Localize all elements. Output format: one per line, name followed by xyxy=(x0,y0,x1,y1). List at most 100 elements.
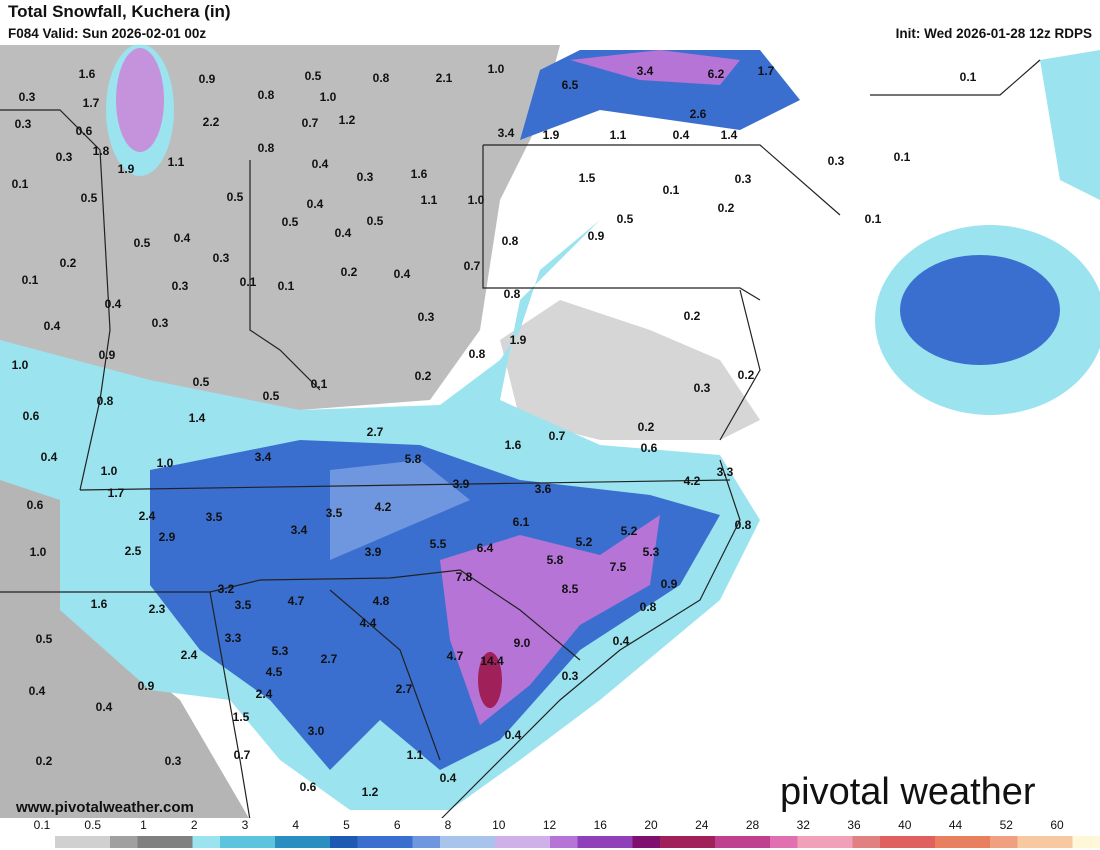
snowfall-label: 0.4 xyxy=(307,197,324,211)
snowfall-label: 1.8 xyxy=(93,144,110,158)
snowfall-label: 2.1 xyxy=(436,71,453,85)
snowfall-label: 6.5 xyxy=(562,78,579,92)
snowfall-label: 2.4 xyxy=(139,509,156,523)
colorbar-tick-label: 0.5 xyxy=(84,818,101,832)
snowfall-label: 3.9 xyxy=(365,545,382,559)
snowfall-label: 7.8 xyxy=(456,570,473,584)
snowfall-label: 1.1 xyxy=(168,155,185,169)
colorbar-tick-label: 32 xyxy=(797,818,811,832)
state-border xyxy=(79,479,731,491)
snowfall-label: 1.7 xyxy=(83,96,100,110)
snowfall-label: 3.5 xyxy=(326,506,343,520)
snowfall-label: 0.5 xyxy=(134,236,151,250)
snowfall-label: 0.6 xyxy=(300,780,317,794)
colorbar-tick-label: 4 xyxy=(292,818,299,832)
snowfall-label: 0.3 xyxy=(694,381,711,395)
snowfall-label: 4.8 xyxy=(373,594,390,608)
blue-area xyxy=(150,440,720,770)
snowfall-label: 0.4 xyxy=(44,319,61,333)
colorbar-swatch xyxy=(550,836,578,848)
colorbar-tick-label: 8 xyxy=(445,818,452,832)
colorbar-tick-label: 2 xyxy=(191,818,198,832)
snowfall-label: 0.3 xyxy=(828,154,845,168)
snowfall-label: 2.6 xyxy=(690,107,707,121)
snowfall-label: 1.1 xyxy=(610,128,627,142)
snowfall-label: 0.8 xyxy=(258,141,275,155)
snowfall-label: 1.1 xyxy=(421,193,438,207)
colorbar-swatch xyxy=(412,836,441,848)
snowfall-label: 5.5 xyxy=(430,537,447,551)
snowfall-label: 3.0 xyxy=(308,724,325,738)
purple-area xyxy=(116,48,164,152)
colorbar-swatch xyxy=(660,836,688,848)
snowfall-label: 0.3 xyxy=(562,669,579,683)
coast xyxy=(439,459,741,821)
snowfall-label: 5.2 xyxy=(621,524,638,538)
snowfall-label: 0.4 xyxy=(105,297,122,311)
snowfall-label: 4.2 xyxy=(375,500,392,514)
snowfall-label: 1.4 xyxy=(189,411,206,425)
snowfall-label: 1.6 xyxy=(411,167,428,181)
colorbar-swatch xyxy=(907,836,936,848)
snowfall-label: 2.9 xyxy=(159,530,176,544)
snowfall-label: 9.0 xyxy=(514,636,531,650)
state-border xyxy=(0,109,111,491)
snowfall-label: 6.4 xyxy=(477,541,494,555)
snowfall-label: 3.9 xyxy=(453,477,470,491)
snowfall-label: 0.8 xyxy=(502,234,519,248)
snowfall-label: 2.7 xyxy=(396,682,413,696)
snowfall-label: 0.1 xyxy=(22,273,39,287)
colorbar-tick-label: 1 xyxy=(140,818,147,832)
state-border xyxy=(329,589,441,761)
snowfall-label: 7.5 xyxy=(610,560,627,574)
snowfall-label: 1.0 xyxy=(488,62,505,76)
snowfall-label: 1.6 xyxy=(505,438,522,452)
logo: pivotal weather xyxy=(780,771,1036,813)
colorbar-tick-label: 36 xyxy=(847,818,861,832)
snowfall-label: 0.1 xyxy=(894,150,911,164)
snowfall-label: 0.8 xyxy=(735,518,752,532)
colorbar-swatch xyxy=(797,836,826,848)
snowfall-label: 1.4 xyxy=(721,128,738,142)
snowfall-label: 0.1 xyxy=(663,183,680,197)
colorbar-swatch xyxy=(82,836,111,848)
snowfall-label: 1.5 xyxy=(233,710,250,724)
snowfall-label: 1.2 xyxy=(362,785,379,799)
colorbar-swatch xyxy=(220,836,248,848)
snowfall-label: 2.4 xyxy=(181,648,198,662)
colorbar-tick-label: 60 xyxy=(1050,818,1064,832)
snowfall-label: 2.2 xyxy=(203,115,220,129)
snowfall-label: 8.5 xyxy=(562,582,579,596)
snowfall-label: 5.2 xyxy=(576,535,593,549)
snowfall-label: 1.9 xyxy=(543,128,560,142)
snowfall-label: 0.2 xyxy=(60,256,77,270)
snowfall-label: 1.9 xyxy=(510,333,527,347)
snowfall-label: 3.4 xyxy=(255,450,272,464)
snowfall-label: 2.7 xyxy=(321,652,338,666)
snowfall-label: 1.7 xyxy=(108,486,125,500)
snowfall-label: 0.9 xyxy=(138,679,155,693)
snowfall-label: 2.4 xyxy=(256,687,273,701)
snowfall-label: 0.5 xyxy=(367,214,384,228)
snowfall-label: 0.2 xyxy=(738,368,755,382)
colorbar-swatch xyxy=(825,836,853,848)
snowfall-label: 6.1 xyxy=(513,515,530,529)
snowfall-label: 0.4 xyxy=(312,157,329,171)
colorbar-swatch xyxy=(577,836,606,848)
snowfall-label: 0.2 xyxy=(36,754,53,768)
colorbar-swatch xyxy=(605,836,633,848)
snowfall-label: 0.5 xyxy=(263,389,280,403)
snowfall-label: 0.4 xyxy=(394,267,411,281)
colorbar-tick-label: 10 xyxy=(492,818,506,832)
snowfall-label: 3.2 xyxy=(218,582,235,596)
snowfall-label: 3.5 xyxy=(206,510,223,524)
site-url: www.pivotalweather.com xyxy=(15,799,194,816)
snowfall-label: 5.8 xyxy=(547,553,564,567)
colorbar-swatch xyxy=(275,836,303,848)
colorbar-swatch xyxy=(27,836,56,848)
boundaries xyxy=(0,59,1041,821)
purple-area xyxy=(570,50,740,85)
colorbar-swatch xyxy=(302,836,331,848)
snowfall-label: 0.5 xyxy=(282,215,299,229)
colorbar-swatch xyxy=(852,836,881,848)
